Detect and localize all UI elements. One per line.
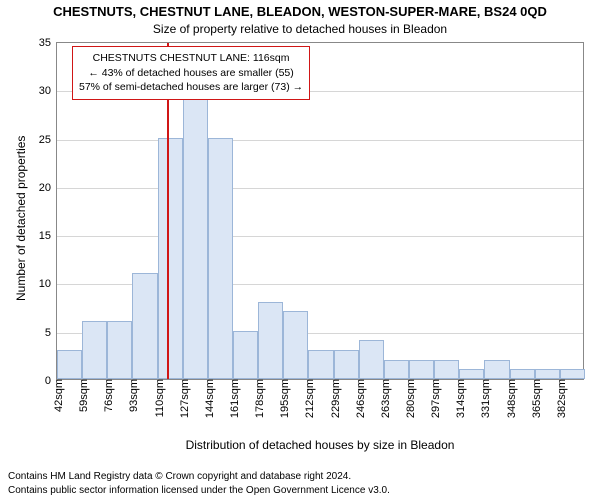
annotation-line-2: ← 43% of detached houses are smaller (55… (79, 66, 303, 81)
histogram-bar (132, 273, 157, 379)
x-axis-label: Distribution of detached houses by size … (56, 438, 584, 452)
histogram-bar (510, 369, 535, 379)
y-tick-label: 5 (23, 327, 57, 339)
x-tick-label: 127sqm (175, 379, 191, 418)
annotation-line-1: CHESTNUTS CHESTNUT LANE: 116sqm (79, 51, 303, 66)
x-tick-label: 365sqm (527, 379, 543, 418)
histogram-bar (384, 360, 409, 379)
y-tick-label: 20 (23, 182, 57, 194)
x-tick-label: 382sqm (552, 379, 568, 418)
histogram-bar (308, 350, 333, 379)
annotation-line-3: 57% of semi-detached houses are larger (… (79, 80, 303, 95)
gridline (57, 188, 583, 189)
x-tick-label: 59sqm (74, 379, 90, 412)
histogram-bar (560, 369, 585, 379)
x-tick-label: 263sqm (376, 379, 392, 418)
y-tick-label: 25 (23, 134, 57, 146)
histogram-bar (158, 138, 183, 379)
x-tick-label: 178sqm (250, 379, 266, 418)
gridline (57, 236, 583, 237)
histogram-bar (409, 360, 434, 379)
x-tick-label: 76sqm (99, 379, 115, 412)
x-tick-label: 144sqm (200, 379, 216, 418)
y-tick-label: 10 (23, 278, 57, 290)
y-tick-label: 35 (23, 37, 57, 49)
x-tick-label: 348sqm (502, 379, 518, 418)
x-tick-label: 110sqm (150, 379, 166, 417)
histogram-bar (258, 302, 283, 379)
chart-title-main: CHESTNUTS, CHESTNUT LANE, BLEADON, WESTO… (0, 4, 600, 19)
chart-title-sub: Size of property relative to detached ho… (0, 22, 600, 36)
y-tick-label: 15 (23, 230, 57, 242)
histogram-bar (484, 360, 509, 379)
x-tick-label: 42sqm (49, 379, 65, 412)
histogram-bar (233, 331, 258, 379)
footer-line-2: Contains public sector information licen… (8, 484, 390, 498)
footer-line-1: Contains HM Land Registry data © Crown c… (8, 470, 390, 484)
x-tick-label: 212sqm (300, 379, 316, 418)
histogram-bar (208, 138, 233, 379)
x-tick-label: 314sqm (451, 379, 467, 418)
histogram-bar (183, 99, 208, 379)
footer-attribution: Contains HM Land Registry data © Crown c… (8, 470, 390, 497)
x-tick-label: 161sqm (225, 379, 241, 418)
x-tick-label: 246sqm (351, 379, 367, 418)
annotation-box: CHESTNUTS CHESTNUT LANE: 116sqm ← 43% of… (72, 46, 310, 100)
histogram-bar (82, 321, 107, 379)
histogram-bar (434, 360, 459, 379)
histogram-bar (107, 321, 132, 379)
x-tick-label: 195sqm (275, 379, 291, 418)
histogram-bar (535, 369, 560, 379)
x-tick-label: 229sqm (326, 379, 342, 418)
x-tick-label: 93sqm (124, 379, 140, 412)
histogram-bar (57, 350, 82, 379)
y-tick-label: 30 (23, 85, 57, 97)
y-axis-label: Number of detached properties (14, 136, 28, 301)
gridline (57, 140, 583, 141)
x-tick-label: 331sqm (476, 379, 492, 418)
histogram-bar (334, 350, 359, 379)
histogram-bar (283, 311, 308, 379)
histogram-bar (459, 369, 484, 379)
x-tick-label: 297sqm (426, 379, 442, 418)
x-tick-label: 280sqm (401, 379, 417, 418)
histogram-bar (359, 340, 384, 379)
